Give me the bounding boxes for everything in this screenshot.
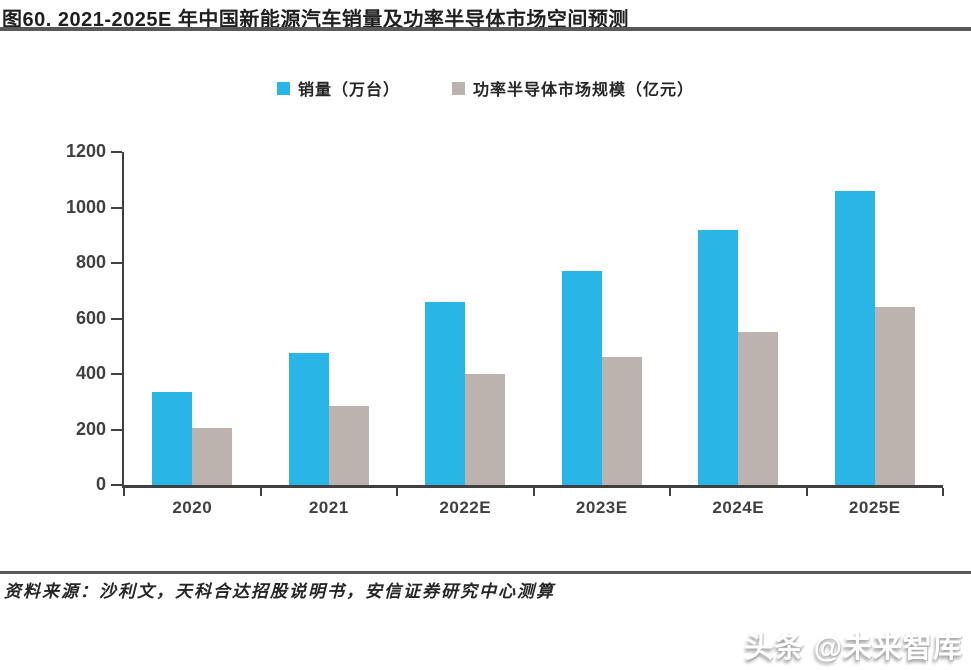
y-axis-tick-label: 1000 [65, 196, 106, 217]
bar-series-1 [465, 374, 506, 485]
bar-series-0 [288, 353, 329, 485]
bar-group-2024E: 2024E [670, 152, 807, 517]
y-axis-tick [111, 428, 122, 431]
bar-series-1 [192, 428, 233, 485]
bar-series-0 [561, 271, 602, 485]
x-axis-tick [123, 488, 125, 496]
y-axis-tick [111, 262, 122, 264]
bar-series-0 [425, 301, 466, 485]
bar-series-1 [738, 332, 779, 485]
bar-series-1 [874, 307, 915, 485]
y-axis-tick [111, 206, 122, 209]
y-axis-tick [111, 373, 122, 375]
x-axis-label: 2022E [439, 498, 492, 517]
y-axis-tick-label: 200 [75, 418, 106, 439]
x-axis-tick [805, 488, 808, 496]
title-divider [0, 27, 971, 31]
figure-title: 图60. 2021-2025E 年中国新能源汽车销量及功率半导体市场空间预测 [2, 9, 629, 31]
y-axis-tick [111, 151, 122, 153]
x-axis-label: 2025E [848, 498, 901, 517]
legend-label-series-1: 功率半导体市场规模（亿元） [473, 82, 695, 99]
x-axis-tick [532, 488, 535, 496]
bar-series-0 [152, 392, 193, 485]
legend-label-series-0: 销量（万台） [297, 82, 400, 99]
y-axis-tick-label: 0 [95, 474, 106, 495]
bar-group-2021: 2021 [261, 152, 398, 517]
bar-series-1 [601, 357, 642, 485]
bar-series-0 [834, 190, 875, 485]
x-axis-label: 2023E [575, 498, 628, 517]
y-axis-tick-label: 1200 [65, 141, 106, 162]
y-axis-tick [111, 317, 122, 320]
legend-swatch-icon [276, 81, 290, 95]
x-axis-tick [396, 488, 398, 496]
x-axis-tick [259, 488, 262, 496]
bar-chart: 2020 2021 2022E 2023E 2024E 2025E 0 200 400 600 8… [0, 141, 971, 552]
bar-group-2020: 2020 [124, 152, 261, 517]
bar-group-2025E: 2025E [807, 152, 944, 517]
x-axis-label: 2021 [308, 498, 349, 517]
bar-group-2023E: 2023E [534, 152, 671, 517]
source-divider [0, 571, 971, 574]
source-note: 资料来源：沙利文，天科合达招股说明书，安信证券研究中心测算 [4, 582, 555, 601]
x-axis-tick [669, 488, 671, 496]
legend-item: 功率半导体市场规模（亿元） [452, 76, 694, 100]
bar-group-2022E: 2022E [397, 152, 534, 517]
watermark: 头条 @未来智库 [744, 632, 963, 664]
chart-legend: 销量（万台） 功率半导体市场规模（亿元） [0, 76, 971, 100]
y-axis-tick-label: 600 [75, 307, 106, 328]
y-axis-tick-label: 400 [75, 363, 106, 384]
bar-series-0 [698, 229, 739, 485]
x-axis-label: 2024E [712, 498, 765, 517]
legend-item: 销量（万台） [276, 76, 400, 100]
y-axis-tick [111, 484, 122, 486]
legend-swatch-icon [452, 81, 465, 95]
plot-area: 2020 2021 2022E 2023E 2024E 2025E [122, 152, 944, 517]
x-axis-tick [942, 488, 944, 496]
y-axis-tick-label: 800 [75, 252, 106, 273]
x-axis-label: 2020 [172, 498, 213, 517]
bar-series-1 [328, 405, 369, 485]
